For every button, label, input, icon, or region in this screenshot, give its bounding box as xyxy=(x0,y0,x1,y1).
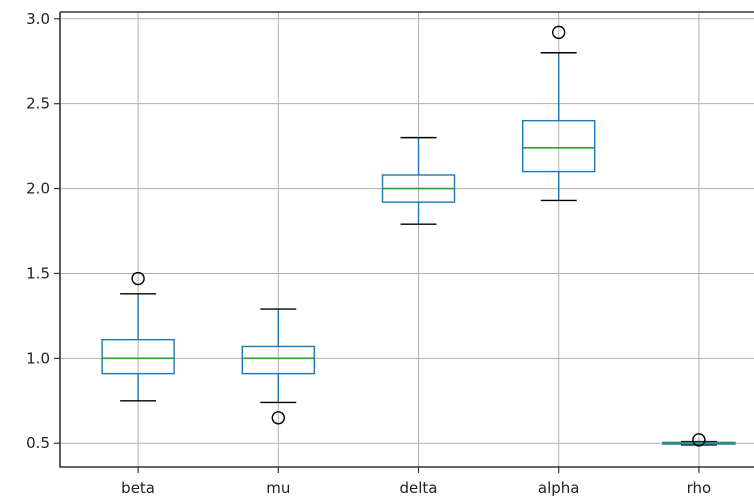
box-alpha xyxy=(522,25,596,202)
axes xyxy=(54,11,754,473)
x-tick-label: alpha xyxy=(538,479,580,497)
x-tick-label: beta xyxy=(121,479,155,497)
y-tick-label: 1.5 xyxy=(26,264,50,282)
box-mu xyxy=(241,308,316,425)
x-tick-label: rho xyxy=(687,479,712,497)
plot-area xyxy=(101,25,736,447)
box-rho xyxy=(662,433,736,447)
grid-lines xyxy=(60,12,754,467)
x-tick-label: delta xyxy=(400,479,438,497)
box-body xyxy=(522,119,596,173)
y-tick-label: 2.0 xyxy=(26,180,50,198)
y-tick-label: 3.0 xyxy=(26,10,50,28)
axis-spine xyxy=(59,12,754,468)
tick-labels: 0.5 1.0 1.5 2.0 2.5 3.0 beta mu delta alpha rho xyxy=(26,10,711,497)
y-tick-label: 2.5 xyxy=(26,95,50,113)
outlier-point xyxy=(271,411,286,425)
box-delta xyxy=(381,136,456,225)
box-beta xyxy=(101,271,175,402)
outlier-point xyxy=(552,25,566,40)
box-body xyxy=(101,338,175,375)
y-tick-label: 0.5 xyxy=(26,434,50,452)
box-body xyxy=(241,345,316,375)
x-tick-label: mu xyxy=(266,479,290,497)
y-tick-label: 1.0 xyxy=(26,349,50,367)
outlier-point xyxy=(692,433,706,447)
outlier-point xyxy=(131,271,145,286)
